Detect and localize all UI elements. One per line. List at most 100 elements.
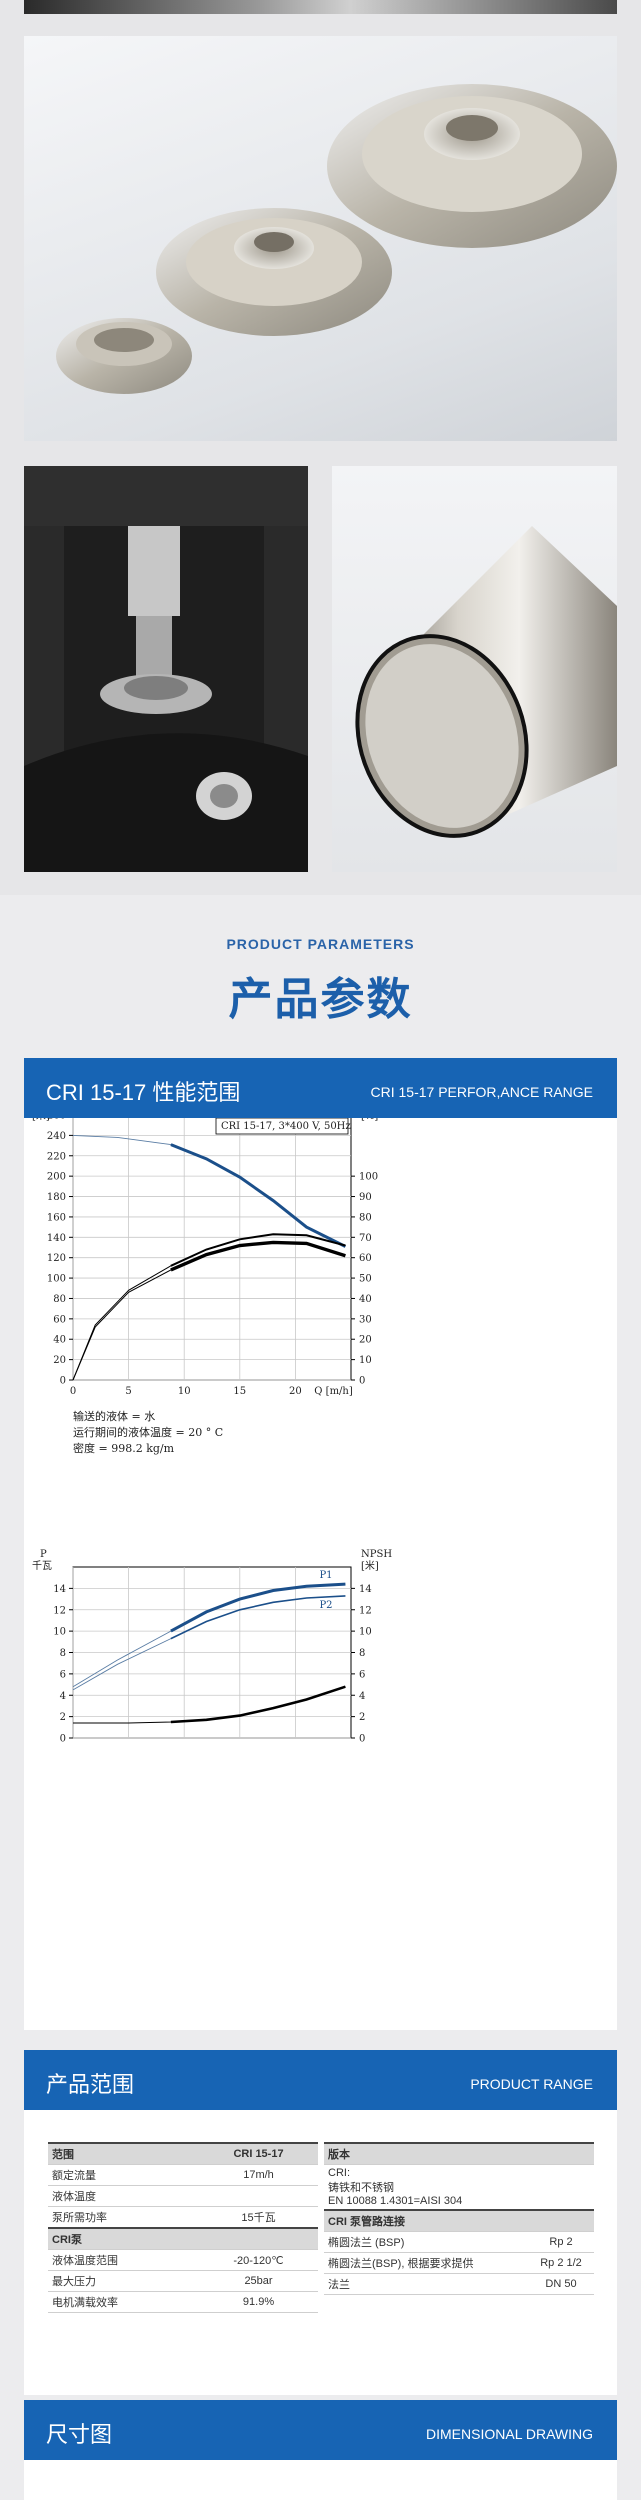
chart1-y2tick: 0 [359, 1376, 365, 1387]
chart2-ytick: 0 [60, 1734, 66, 1745]
parameters-heading-en: PRODUCT PARAMETERS [226, 936, 415, 952]
chart1-y2tick: 100 [359, 1172, 378, 1183]
chart1-xtick: 10 [178, 1386, 191, 1397]
chart1-title: CRI 15-17, 3*400 V, 50Hz [221, 1121, 351, 1132]
product-range-panel: 产品范围 PRODUCT RANGE 范围 CRI 15-17 额定流量 17m/h 液… [24, 2050, 617, 2395]
range-key: CRI泵 [48, 2227, 200, 2250]
range-key: 范围 [48, 2142, 200, 2165]
range-value: 15千瓦 [199, 2206, 318, 2229]
range-key: 液体温度范围 [48, 2249, 200, 2271]
chart1-frame [72, 1118, 352, 1381]
chart2-y2tick: 2 [359, 1712, 365, 1723]
range-value: CRI 15-17 [199, 2142, 318, 2165]
range-row: CRI 泵管路连接 [324, 2209, 594, 2232]
p1-label: P1 [319, 1570, 332, 1581]
dimensional-title-en: DIMENSIONAL DRAWING [426, 2426, 593, 2442]
chart2-ylabel: P [40, 1549, 47, 1560]
chart1-xlabel: Q [m/h] [314, 1386, 353, 1397]
range-value [528, 2164, 594, 2211]
chart2-ylabel-unit: 千瓦 [32, 1560, 52, 1572]
range-value: 91.9% [199, 2291, 318, 2313]
chart1-ylabel-unit: [米] [32, 1118, 50, 1122]
chart2-y2tick: 0 [359, 1734, 365, 1745]
chart2-y2tick: 12 [359, 1605, 372, 1616]
range-key: 椭圆法兰(BSP), 根据要求提供 [324, 2252, 529, 2274]
chart2-ytick: 10 [53, 1627, 66, 1638]
parameters-heading-cn: 产品参数 [228, 975, 413, 1024]
chart1-xtick: 15 [233, 1386, 246, 1397]
chart2-ytick: 6 [60, 1669, 66, 1680]
range-title-bar: 产品范围 PRODUCT RANGE [24, 2050, 617, 2110]
range-value: -20-120℃ [199, 2249, 318, 2271]
chart1-y2tick: 40 [359, 1294, 372, 1305]
range-value: DN 50 [528, 2273, 594, 2295]
chart1-y2tick: 60 [359, 1253, 372, 1264]
shaft-seal-photo [24, 466, 308, 872]
dimensional-title-cn: 尺寸图 [46, 2422, 113, 2447]
chart1-y2tick: 10 [359, 1355, 372, 1366]
chart1-xtick: 5 [125, 1386, 131, 1397]
chart1-xtick: 20 [289, 1386, 302, 1397]
range-row: CRI: 铸铁和不锈钢 EN 10088 1.4301=AISI 304 [324, 2164, 594, 2211]
chart2-ytick: 2 [60, 1712, 66, 1723]
range-key: 电机满载效率 [48, 2291, 200, 2313]
range-row: 最大压力 25bar [48, 2270, 318, 2292]
range-table-left: 范围 CRI 15-17 额定流量 17m/h 液体温度 泵所需功率 15千瓦 CRI泵 液体温… [48, 2142, 318, 2313]
range-value: 17m/h [199, 2164, 318, 2186]
range-row: 版本 [324, 2142, 594, 2165]
range-key: 法兰 [324, 2273, 529, 2295]
range-value [528, 2142, 594, 2165]
range-value: 25bar [199, 2270, 318, 2292]
chart1-xtick: 0 [70, 1386, 76, 1397]
range-row: 泵所需功率 15千瓦 [48, 2206, 318, 2229]
chart1-title-box [215, 1118, 349, 1135]
chart1-y2tick: 70 [359, 1233, 372, 1244]
chart1-ytick: 200 [47, 1172, 66, 1183]
range-key: 椭圆法兰 (BSP) [324, 2231, 529, 2253]
chart1-ytick: 140 [47, 1233, 66, 1244]
p2-curve-operating [170, 1595, 346, 1640]
chart2-y2label: NPSH [361, 1549, 392, 1560]
sleeve-photo [332, 466, 617, 872]
chart1-y2tick: 80 [359, 1212, 372, 1223]
head-curve-operating [170, 1143, 347, 1248]
performance-title-en: CRI 15-17 PERFOR,ANCE RANGE [370, 1084, 594, 1100]
chart1-ytick: 80 [53, 1294, 66, 1305]
range-row: 液体温度范围 -20-120℃ [48, 2249, 318, 2271]
chart1-ytick: 120 [47, 1253, 66, 1264]
eta-curve-lower-operating [170, 1240, 346, 1272]
range-row: 椭圆法兰(BSP), 根据要求提供 Rp 2 1/2 [324, 2252, 594, 2274]
chart1-note: 输送的液体 = 水 [73, 1409, 155, 1423]
chart1-y2label-unit: [%] [361, 1118, 378, 1122]
chart1-note: 运行期间的液体温度 = 20 ° C [73, 1425, 223, 1439]
chart1-note: 密度 = 998.2 kg/m [73, 1441, 175, 1455]
range-row: 电机满载效率 91.9% [48, 2291, 318, 2313]
range-row: 额定流量 17m/h [48, 2164, 318, 2186]
p2-label: P2 [319, 1600, 332, 1611]
range-value: Rp 2 [528, 2231, 594, 2253]
range-value [528, 2209, 594, 2232]
chart2-ytick: 8 [60, 1648, 66, 1659]
range-key: 泵所需功率 [48, 2206, 200, 2229]
range-value: Rp 2 1/2 [528, 2252, 594, 2274]
chart1-ytick: 220 [47, 1151, 66, 1162]
chart2-y2tick: 10 [359, 1627, 372, 1638]
chart1-y2tick: 30 [359, 1314, 372, 1325]
range-row: 液体温度 [48, 2185, 318, 2207]
range-key: 版本 [324, 2142, 529, 2165]
chart1-y2tick: 20 [359, 1335, 372, 1346]
chart1-ytick: 240 [47, 1131, 66, 1142]
range-value [199, 2227, 318, 2250]
chart1-ytick: 100 [47, 1274, 66, 1285]
range-key: 最大压力 [48, 2270, 200, 2292]
pump-casting-photo [24, 0, 617, 14]
range-row: CRI泵 [48, 2227, 318, 2250]
chart2-y2tick: 14 [359, 1584, 372, 1595]
chart2-y2tick: 8 [359, 1648, 365, 1659]
chart2-ytick: 14 [53, 1584, 66, 1595]
chart2-ytick: 4 [60, 1691, 66, 1702]
performance-chart: 0 5 10 15 2002040608010012014016018020022024… [32, 1118, 392, 1745]
chart1-ytick: 0 [60, 1376, 66, 1387]
chart1-y2tick: 50 [359, 1274, 372, 1285]
performance-title-cn: CRI 15-17 性能范围 [46, 1080, 241, 1105]
